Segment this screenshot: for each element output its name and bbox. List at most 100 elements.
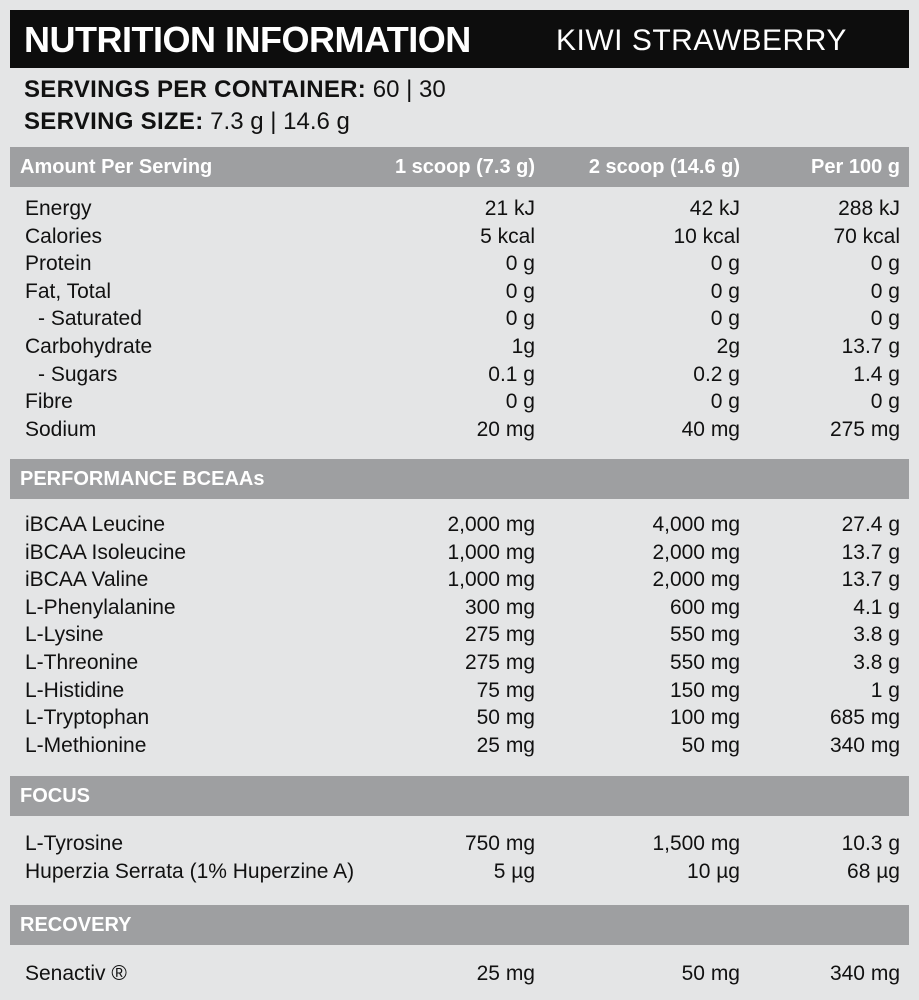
nutrient-value: 25 mg [476,962,535,985]
title: NUTRITION INFORMATION [24,19,471,60]
nutrient-value: 685 mg [829,706,900,730]
nutrient-value: 50 mg [681,733,740,757]
section-bar: PERFORMANCE BCEAAs [10,459,909,499]
nutrient-value: 40 mg [681,417,740,441]
nutrient-name: Fat, Total [25,279,111,303]
servings-per-container: SERVINGS PER CONTAINER: 60 | 30 [24,76,446,104]
nutrient-name: Sodium [25,417,97,441]
label: SERVINGS PER CONTAINER: [24,76,367,103]
nutrient-name: L-Threonine [25,651,139,674]
nutrient-name: L-Histidine [25,678,125,702]
nutrient-value: 1 g [870,678,900,702]
nutrient-value: 550 mg [669,623,740,647]
nutrient-value: 13.7 g [841,335,900,358]
nutrient-value: 21 kJ [484,197,535,220]
nutrient-value: 5 µg [493,859,535,883]
nutrient-value: 0 g [505,307,535,331]
nutrient-value: 550 mg [669,651,740,674]
column-header: Per 100 g [811,156,900,178]
section-bar: FOCUS [10,776,909,816]
nutrient-name: L-Lysine [25,623,104,647]
nutrient-value: 50 mg [476,706,535,730]
section-title: Amount Per Serving [20,156,213,178]
nutrient-name: Senactiv ® [25,962,127,985]
nutrient-name: Energy [25,197,92,220]
nutrient-name: Fibre [25,390,73,414]
nutrient-value: 2g [716,335,740,358]
nutrient-name: iBCAA Isoleucine [25,540,187,564]
label: SERVING SIZE: [24,108,204,135]
nutrient-value: 10.3 g [841,832,900,855]
nutrient-name: L-Tryptophan [25,706,150,730]
nutrient-value: 0 g [710,307,740,331]
nutrient-value: 1,000 mg [447,568,535,592]
value: 60 | 30 [372,76,446,103]
nutrient-value: 68 µg [847,859,900,883]
nutrient-name: L-Methionine [25,733,147,757]
nutrient-value: 600 mg [669,595,740,619]
nutrient-value: 10 kcal [673,224,740,248]
nutrient-value: 275 mg [829,417,900,441]
nutrient-value: 750 mg [464,832,535,855]
nutrient-value: 70 kcal [833,224,900,248]
nutrient-value: 340 mg [829,733,900,757]
section-title: FOCUS [20,785,90,807]
nutrient-value: 2,000 mg [652,568,740,592]
nutrient-name: Protein [25,252,92,276]
nutrient-value: 13.7 g [841,540,900,564]
nutrient-name: Huperzia Serrata (1% Huperzine A) [25,859,355,883]
nutrient-value: 1.4 g [853,362,900,386]
nutrient-value: 3.8 g [853,651,900,674]
nutrient-value: 300 mg [464,595,535,619]
nutrient-name: Calories [25,224,103,248]
title-bar: NUTRITION INFORMATION KIWI STRAWBERRY [10,10,909,68]
nutrient-name: - Sugars [38,362,118,386]
nutrient-value: 27.4 g [841,513,900,536]
nutrient-value: 275 mg [464,623,535,647]
nutrient-value: 0 g [870,252,900,276]
nutrient-value: 20 mg [476,417,535,441]
nutrient-value: 2,000 mg [447,513,535,536]
nutrient-value: 0 g [505,390,535,414]
section-title: RECOVERY [20,914,132,936]
nutrient-value: 75 mg [476,678,535,702]
nutrient-value: 0.1 g [488,362,535,386]
value: 7.3 g | 14.6 g [210,108,350,135]
nutrient-value: 0 g [710,279,740,303]
nutrient-value: 100 mg [669,706,740,730]
nutrient-value: 0 g [870,279,900,303]
nutrient-value: 1,500 mg [652,832,740,855]
nutrient-value: 25 mg [476,733,535,757]
nutrient-value: 0 g [505,279,535,303]
nutrient-value: 4.1 g [853,595,900,619]
nutrient-value: 2,000 mg [652,540,740,564]
nutrient-value: 0 g [710,390,740,414]
nutrient-value: 275 mg [464,651,535,674]
nutrient-value: 0 g [870,307,900,331]
nutrient-name: L-Phenylalanine [25,595,176,619]
flavor: KIWI STRAWBERRY [556,24,847,57]
section-bar: Amount Per Serving 1 scoop (7.3 g) 2 scoop… [10,147,909,187]
nutrient-value: 10 µg [687,859,740,883]
nutrient-value: 1,000 mg [447,540,535,564]
column-header: 1 scoop (7.3 g) [394,156,535,178]
nutrient-value: 3.8 g [853,623,900,647]
nutrient-value: 0 g [710,252,740,276]
nutrient-name: iBCAA Valine [25,568,149,592]
nutrient-value: 5 kcal [480,224,535,248]
nutrient-value: 0 g [505,252,535,276]
nutrient-value: 13.7 g [841,568,900,592]
section-bar: RECOVERY [10,905,909,945]
nutrient-value: 340 mg [829,962,900,985]
nutrient-value: 50 mg [681,962,740,985]
nutrient-value: 42 kJ [689,197,740,220]
nutrient-value: 0 g [870,390,900,414]
nutrient-value: 4,000 mg [652,513,740,536]
section-title: PERFORMANCE BCEAAs [20,468,265,490]
nutrient-value: 288 kJ [838,197,900,220]
column-header: 2 scoop (14.6 g) [588,156,740,178]
serving-size: SERVING SIZE: 7.3 g | 14.6 g [24,108,350,136]
nutrient-name: L-Tyrosine [25,832,124,855]
nutrient-value: 0.2 g [693,362,740,386]
